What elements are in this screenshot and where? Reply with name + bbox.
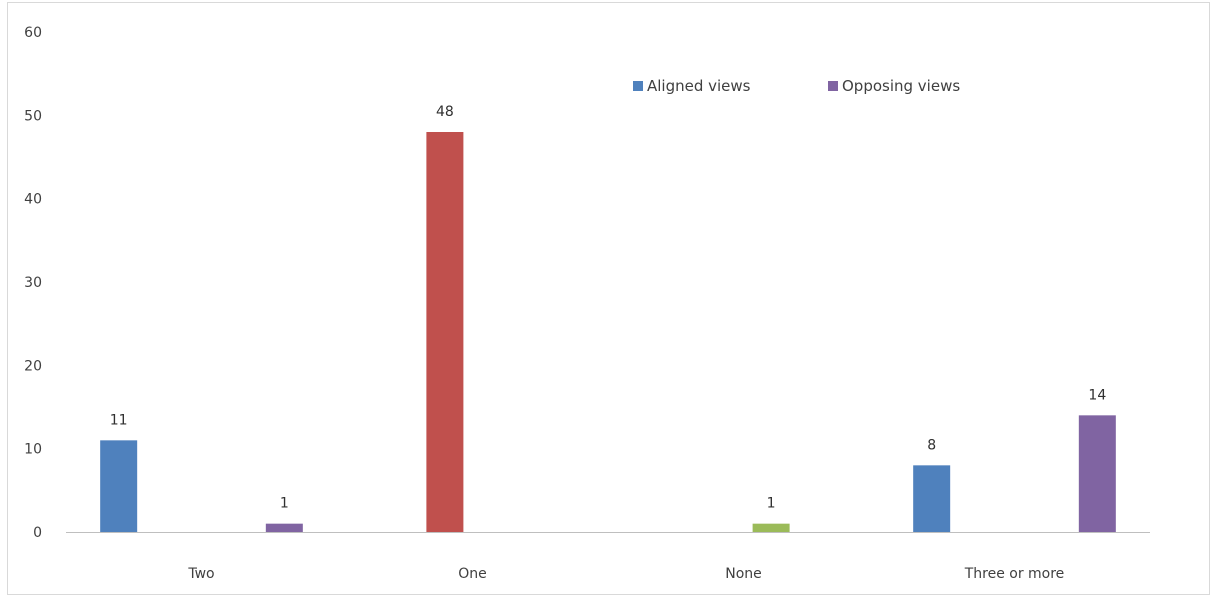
bar xyxy=(100,440,138,532)
x-tick-label: None xyxy=(725,566,762,582)
y-tick-label: 10 xyxy=(24,442,42,458)
bar xyxy=(1078,415,1116,532)
data-label: 8 xyxy=(927,437,936,453)
y-tick-label: 0 xyxy=(33,525,42,541)
legend-swatch xyxy=(828,81,838,91)
y-tick-label: 40 xyxy=(24,192,42,208)
data-label: 1 xyxy=(767,496,776,512)
y-tick-label: 60 xyxy=(24,25,42,41)
bar xyxy=(752,523,790,532)
x-tick-label: Three or more xyxy=(964,566,1065,582)
y-tick-label: 30 xyxy=(24,275,42,291)
bar xyxy=(426,132,464,532)
y-tick-label: 20 xyxy=(24,358,42,374)
data-label: 48 xyxy=(436,104,454,120)
data-label: 11 xyxy=(110,412,128,428)
data-label: 14 xyxy=(1088,387,1106,403)
x-tick-label: Two xyxy=(187,566,214,582)
legend-swatch xyxy=(633,81,643,91)
y-tick-label: 50 xyxy=(24,108,42,124)
data-label: 1 xyxy=(280,496,289,512)
x-axis: Two One None Three or more xyxy=(187,566,1064,582)
bar xyxy=(913,465,951,532)
legend: Aligned views Opposing views xyxy=(633,77,960,95)
legend-label: Opposing views xyxy=(842,77,960,95)
chart-border xyxy=(7,2,1210,595)
y-axis: 0 10 20 30 40 50 60 xyxy=(24,25,42,541)
legend-label: Aligned views xyxy=(647,77,751,95)
bar xyxy=(265,523,303,532)
x-tick-label: One xyxy=(458,566,487,582)
